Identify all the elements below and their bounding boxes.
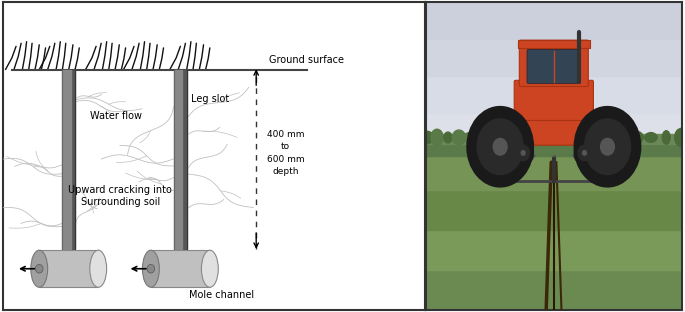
- Ellipse shape: [476, 132, 486, 143]
- Ellipse shape: [601, 131, 609, 144]
- Circle shape: [516, 145, 530, 161]
- Circle shape: [601, 139, 614, 155]
- Text: Leg slot: Leg slot: [191, 94, 229, 104]
- Circle shape: [467, 107, 534, 187]
- Circle shape: [477, 119, 523, 174]
- Circle shape: [574, 107, 640, 187]
- Ellipse shape: [431, 129, 443, 146]
- Ellipse shape: [31, 250, 48, 287]
- Ellipse shape: [628, 131, 643, 144]
- Circle shape: [582, 151, 586, 155]
- Ellipse shape: [452, 130, 466, 145]
- Ellipse shape: [486, 130, 498, 145]
- Text: Mole channel: Mole channel: [189, 290, 254, 300]
- FancyBboxPatch shape: [514, 80, 593, 120]
- Ellipse shape: [463, 133, 477, 142]
- Text: Upward cracking into
Surrounding soil: Upward cracking into Surrounding soil: [68, 185, 172, 207]
- FancyBboxPatch shape: [519, 40, 588, 86]
- Ellipse shape: [444, 132, 452, 143]
- Ellipse shape: [613, 131, 627, 144]
- FancyBboxPatch shape: [509, 111, 599, 145]
- Circle shape: [513, 140, 534, 165]
- Ellipse shape: [419, 131, 434, 144]
- Bar: [39, 250, 98, 287]
- Text: Ground surface: Ground surface: [269, 55, 344, 65]
- Bar: [70, 70, 75, 249]
- Circle shape: [578, 145, 591, 161]
- Ellipse shape: [645, 133, 657, 142]
- Ellipse shape: [662, 131, 670, 144]
- Bar: [173, 70, 182, 249]
- Ellipse shape: [147, 264, 155, 273]
- Circle shape: [493, 139, 507, 155]
- Bar: [182, 70, 187, 249]
- Ellipse shape: [36, 264, 43, 273]
- Ellipse shape: [201, 250, 219, 287]
- Circle shape: [521, 151, 525, 155]
- Bar: [518, 40, 590, 48]
- Ellipse shape: [142, 250, 160, 287]
- Text: Water flow: Water flow: [90, 111, 142, 121]
- Ellipse shape: [498, 131, 508, 144]
- FancyBboxPatch shape: [527, 49, 581, 83]
- Circle shape: [584, 119, 630, 174]
- Ellipse shape: [675, 128, 685, 147]
- Bar: [151, 250, 210, 287]
- Circle shape: [574, 140, 595, 165]
- Bar: [62, 70, 71, 249]
- Ellipse shape: [90, 250, 107, 287]
- Text: 400 mm
to
600 mm
depth: 400 mm to 600 mm depth: [266, 130, 304, 176]
